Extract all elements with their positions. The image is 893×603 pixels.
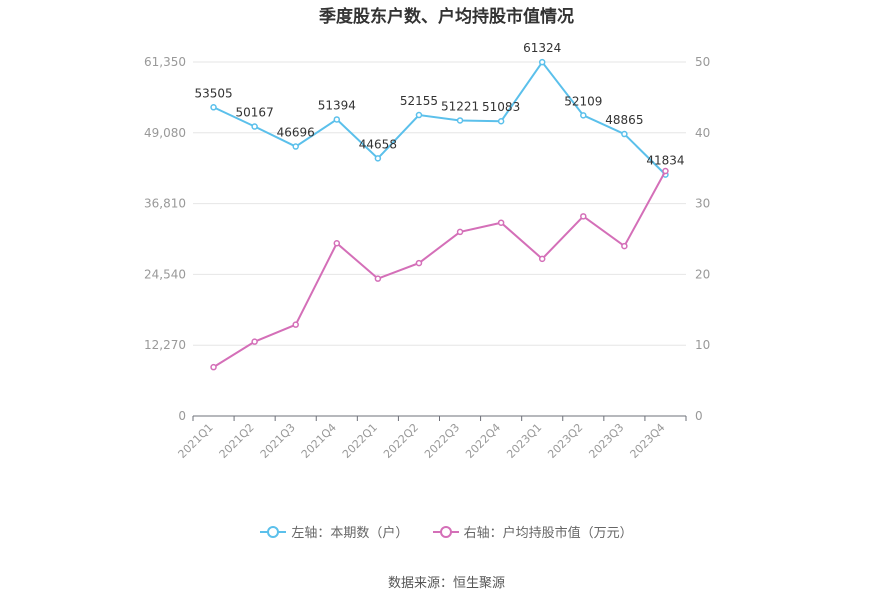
right-axis-tick-label: 30 <box>695 197 710 211</box>
data-point-right <box>210 363 217 371</box>
data-point-left <box>621 130 628 138</box>
chart-title: 季度股东户数、户均持股市值情况 <box>319 7 574 27</box>
x-axis-category-label: 2023Q3 <box>586 421 626 461</box>
data-point-left <box>374 155 382 162</box>
right-axis-tick-label: 10 <box>695 338 710 352</box>
data-label-left: 41834 <box>646 154 684 168</box>
data-point-left <box>251 123 258 130</box>
data-point-right <box>415 259 423 267</box>
data-label-left: 44658 <box>359 137 397 151</box>
data-point-right <box>333 239 341 247</box>
legend-label-left-series: 左轴：本期数（户） <box>291 526 409 541</box>
x-axis-category-label: 2021Q1 <box>176 421 216 461</box>
data-label-left: 52155 <box>400 94 438 108</box>
data-label-left: 51394 <box>318 98 356 112</box>
data-point-right <box>251 338 258 345</box>
right-axis-tick-label: 0 <box>695 409 703 423</box>
data-point-right <box>538 255 546 263</box>
x-axis-category-label: 2021Q2 <box>217 421 257 461</box>
x-axis-category-label: 2022Q4 <box>463 421 503 461</box>
x-axis-category-label: 2021Q4 <box>299 421 339 461</box>
data-label-left: 52109 <box>564 94 602 108</box>
left-axis-tick-label: 61,350 <box>144 55 186 69</box>
data-point-left <box>497 117 505 125</box>
left-axis-tick-label: 0 <box>178 409 186 423</box>
data-point-left <box>333 116 341 123</box>
data-point-right <box>292 321 299 328</box>
data-point-left <box>580 112 587 119</box>
series-line-right <box>213 170 667 368</box>
x-axis-category-label: 2023Q1 <box>504 421 544 461</box>
data-point-left <box>210 104 217 111</box>
data-label-left: 53505 <box>194 86 232 100</box>
data-label-left: 51083 <box>482 100 520 114</box>
right-axis-tick-label: 50 <box>695 55 710 69</box>
data-label-left: 48865 <box>605 113 643 127</box>
x-axis-category-label: 2022Q2 <box>381 421 421 461</box>
left-axis-tick-label: 36,810 <box>144 197 186 211</box>
x-axis-category-label: 2021Q3 <box>258 421 298 461</box>
data-label-left: 46696 <box>277 126 315 140</box>
left-axis-tick-label: 24,540 <box>144 267 186 281</box>
x-axis-category-label: 2023Q2 <box>545 421 585 461</box>
data-point-left <box>456 117 464 124</box>
x-axis-category-label: 2022Q1 <box>340 421 380 461</box>
legend-item-left-series[interactable]: 左轴：本期数（户） <box>260 522 408 541</box>
data-point-left <box>415 111 423 119</box>
legend-marker-right-series <box>432 525 459 538</box>
x-axis-category-label: 2023Q4 <box>628 421 668 461</box>
data-label-left: 61324 <box>523 41 561 55</box>
data-label-left: 51221 <box>441 99 479 113</box>
data-label-left: 50167 <box>236 106 274 120</box>
data-point-left <box>292 143 299 150</box>
legend: 左轴：本期数（户） 右轴：户均持股市值（万元） <box>0 522 893 542</box>
data-point-right <box>374 275 382 282</box>
legend-item-right-series[interactable]: 右轴：户均持股市值（万元） <box>432 522 633 541</box>
data-point-right <box>456 228 464 236</box>
data-point-left <box>538 58 546 66</box>
x-axis-category-label: 2022Q3 <box>422 421 462 461</box>
data-point-right <box>662 167 669 175</box>
legend-marker-left-series <box>260 525 287 538</box>
legend-label-right-series: 右轴：户均持股市值（万元） <box>463 526 633 541</box>
data-point-right <box>497 219 505 226</box>
series-line-left <box>213 60 667 176</box>
data-point-right <box>580 213 587 220</box>
data-point-right <box>621 242 628 250</box>
source-note: 数据来源：恒生聚源 <box>387 576 505 591</box>
right-axis-tick-label: 40 <box>695 126 710 140</box>
right-axis-tick-label: 20 <box>695 267 710 281</box>
left-axis-tick-label: 12,270 <box>144 338 186 352</box>
left-axis-tick-label: 49,080 <box>144 126 186 140</box>
